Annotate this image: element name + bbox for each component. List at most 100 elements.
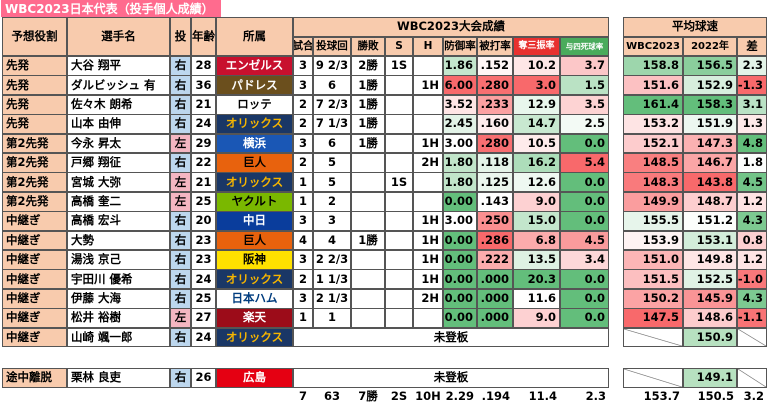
row-k-rate: 16.2 (513, 153, 560, 173)
row-games: 1 (293, 172, 313, 193)
row-age: 24 (191, 114, 216, 135)
withdrawn-role: 途中離脱 (2, 368, 67, 388)
row-team: オリックス (216, 327, 293, 348)
row-avg: .143 (477, 191, 513, 212)
row-name: 伊藤 大海 (67, 288, 170, 309)
header-name: 選手名 (67, 17, 170, 56)
row-ip: 7 2/3 (313, 94, 351, 115)
row-bb-rate: 0.0 (560, 133, 609, 154)
row-bb-rate: 3.4 (560, 250, 609, 270)
row-age: 21 (191, 94, 216, 115)
row-holds (413, 56, 443, 76)
row-v-wbc: 148.3 (623, 172, 683, 193)
withdrawn-age: 26 (191, 368, 216, 388)
row-saves (385, 308, 413, 329)
row-holds (413, 191, 443, 212)
withdrawn-name: 栗林 良吏 (67, 368, 170, 388)
row-wins: 1勝 (351, 94, 385, 115)
row-v-2022: 146.7 (683, 153, 737, 173)
row-avg: .222 (477, 250, 513, 270)
row-v-2022: 145.9 (683, 288, 737, 309)
header-v-diff: 差 (737, 37, 767, 56)
row-v-diff: 1.2 (737, 191, 767, 212)
row-ip: 7 1/3 (313, 114, 351, 135)
row-role: 第2先発 (2, 191, 67, 212)
withdrawn-v-diff-empty (737, 368, 767, 388)
row-games: 3 (293, 133, 313, 154)
row-holds: 1H (413, 75, 443, 96)
row-era: 1.86 (443, 56, 477, 76)
row-v-2022: 149.8 (683, 250, 737, 270)
row-v-2022: 148.7 (683, 191, 737, 212)
row-v-2022: 151.9 (683, 114, 737, 135)
row-age: 29 (191, 133, 216, 154)
row-bb-rate: 0.0 (560, 288, 609, 309)
row-age: 21 (191, 172, 216, 193)
row-v-diff: 4.3 (737, 288, 767, 309)
row-age: 23 (191, 250, 216, 270)
row-throw: 左 (170, 308, 191, 329)
header-age: 年齢 (191, 17, 216, 56)
row-holds (413, 94, 443, 115)
row-v-diff: 0.8 (737, 230, 767, 251)
row-role: 中継ぎ (2, 308, 67, 329)
row-throw: 右 (170, 327, 191, 348)
row-k-rate: 9.0 (513, 191, 560, 212)
row-holds (413, 172, 443, 193)
row-role: 中継ぎ (2, 230, 67, 251)
withdrawn-team: 広島 (216, 368, 293, 388)
row-name: 大勢 (67, 230, 170, 251)
row-name: ダルビッシュ 有 (67, 75, 170, 96)
row-throw: 右 (170, 153, 191, 173)
row-era: 3.52 (443, 94, 477, 115)
header-v-2022: 2022年 (683, 37, 737, 56)
row-v-diff: -1.3 (737, 75, 767, 96)
row-team: 巨人 (216, 153, 293, 173)
row-era: 0.00 (443, 250, 477, 270)
row-v-2022: 150.9 (683, 327, 737, 348)
row-bb-rate: 0.0 (560, 269, 609, 290)
row-wins: 1勝 (351, 133, 385, 154)
row-games: 3 (293, 250, 313, 270)
row-name: 宇田川 優希 (67, 269, 170, 290)
total-ip: 63 (323, 389, 340, 404)
withdrawn-throw: 右 (170, 368, 191, 388)
row-name: 山崎 颯一郎 (67, 327, 170, 348)
row-avg: .250 (477, 211, 513, 232)
row-ip: 9 2/3 (313, 56, 351, 76)
row-v-wbc: 151.6 (623, 75, 683, 96)
row-v-diff-empty (737, 327, 767, 348)
row-games: 3 (293, 288, 313, 309)
row-age: 22 (191, 153, 216, 173)
row-v-diff: -1.1 (737, 308, 767, 329)
row-ip: 3 (313, 211, 351, 232)
row-throw: 右 (170, 230, 191, 251)
row-team: 横浜 (216, 133, 293, 154)
total-vd: 3.2 (743, 389, 764, 404)
header-games: 試合 (293, 37, 313, 56)
row-team: ヤクルト (216, 191, 293, 212)
row-v-diff: 4.5 (737, 172, 767, 193)
total-era: 2.29 (445, 389, 474, 404)
row-v-diff: 1.2 (737, 250, 767, 270)
row-wins (351, 153, 385, 173)
row-v-2022: 153.1 (683, 230, 737, 251)
row-ip: 2 2/3 (313, 250, 351, 270)
row-avg: .000 (477, 288, 513, 309)
row-avg: .118 (477, 153, 513, 173)
row-role: 中継ぎ (2, 327, 67, 348)
row-era: 0.00 (443, 269, 477, 290)
row-era: 1.80 (443, 153, 477, 173)
row-role: 中継ぎ (2, 288, 67, 309)
row-ip: 2 (313, 191, 351, 212)
row-era: 0.00 (443, 288, 477, 309)
row-k-rate: 10.5 (513, 133, 560, 154)
row-name: 佐々木 朗希 (67, 94, 170, 115)
row-games: 2 (293, 269, 313, 290)
total-s: 2S (390, 389, 408, 404)
row-name: 今永 昇太 (67, 133, 170, 154)
row-holds: 1H (413, 230, 443, 251)
row-k-rate: 12.6 (513, 172, 560, 193)
row-name: 大谷 翔平 (67, 56, 170, 76)
